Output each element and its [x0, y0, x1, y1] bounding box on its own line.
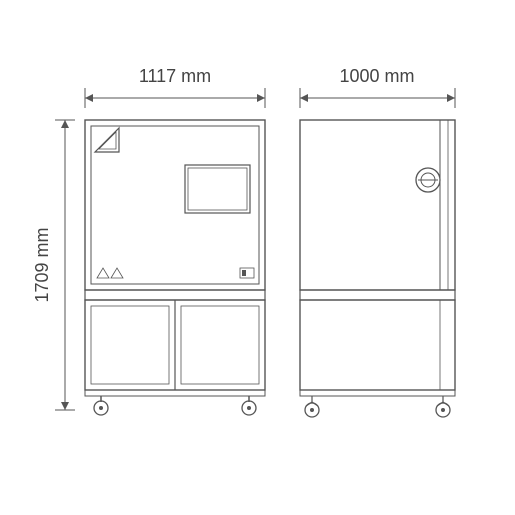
caster-side-left [305, 396, 319, 417]
dim-height-front: 1709 mm [32, 120, 75, 410]
dim-width-side: 1000 mm [300, 66, 455, 108]
side-cabinet [300, 120, 455, 417]
dim-width-side-label: 1000 mm [339, 66, 414, 86]
caster-side-right [436, 396, 450, 417]
side-view: 1000 mm [300, 66, 455, 417]
caster-front-right [242, 396, 256, 415]
dim-width-front-label: 1117 mm [139, 66, 211, 86]
dim-width-front: 1117 mm [85, 66, 265, 108]
triangle-badge [95, 128, 119, 152]
dim-height-front-label: 1709 mm [32, 227, 52, 302]
caster-front-left [94, 396, 108, 415]
viewing-window [185, 165, 250, 213]
front-cabinet [85, 120, 265, 415]
warning-icons [97, 268, 123, 278]
front-view: 1117 mm 1709 mm [32, 66, 265, 415]
